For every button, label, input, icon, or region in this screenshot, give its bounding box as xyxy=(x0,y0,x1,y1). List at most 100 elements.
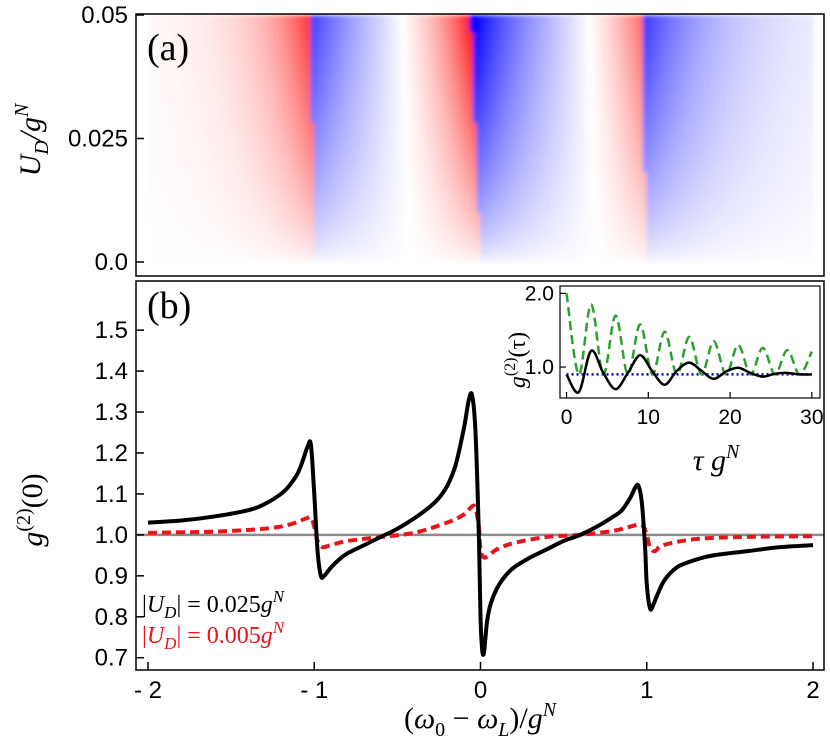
heatmap-cell xyxy=(181,31,186,41)
heatmap-cell xyxy=(713,89,718,98)
heatmap-cell xyxy=(705,179,711,189)
heatmap-cell xyxy=(329,196,334,205)
heatmap-cell xyxy=(809,171,814,181)
heatmap-cell xyxy=(617,171,622,181)
heatmap-cell xyxy=(332,56,338,65)
heatmap-cell xyxy=(502,80,507,90)
heatmap-cell xyxy=(425,196,430,205)
heatmap-cell xyxy=(229,64,234,74)
heatmap-cell xyxy=(628,212,633,222)
heatmap-cell xyxy=(657,80,663,90)
heatmap-cell xyxy=(439,138,445,148)
heatmap-cell xyxy=(184,130,190,140)
heatmap-cell xyxy=(595,187,600,197)
heatmap-cell xyxy=(654,105,659,115)
heatmap-cell xyxy=(498,39,504,49)
heatmap-cell xyxy=(809,97,814,107)
heatmap-cell xyxy=(358,56,363,65)
heatmap-cell xyxy=(805,154,810,164)
heatmap-cell xyxy=(354,97,360,107)
heatmap-cell xyxy=(358,253,363,263)
heatmap-cell xyxy=(668,113,674,123)
heatmap-cell xyxy=(779,212,785,222)
heatmap-cell xyxy=(443,122,448,131)
heatmap-cell xyxy=(565,220,570,230)
heatmap-cell xyxy=(547,113,552,123)
heatmap-cell xyxy=(691,47,696,57)
heatmap-cell xyxy=(739,253,744,263)
heatmap-cell xyxy=(798,56,803,65)
heatmap-cell xyxy=(731,204,737,214)
heatmap-cell xyxy=(314,64,319,74)
heatmap-cell xyxy=(687,253,692,263)
heatmap-cell xyxy=(650,89,655,98)
heatmap-cell xyxy=(414,163,419,173)
heatmap-cell xyxy=(517,89,522,98)
heatmap-cell xyxy=(694,80,700,90)
heatmap-cell xyxy=(458,146,463,156)
heatmap-cell xyxy=(805,163,810,173)
heatmap-cell xyxy=(269,138,275,148)
heatmap-cell xyxy=(203,253,208,263)
heatmap-cell xyxy=(801,97,807,107)
heatmap-cell xyxy=(683,105,688,115)
heatmap-cell xyxy=(273,130,278,140)
heatmap-cell xyxy=(683,245,688,255)
heatmap-cell xyxy=(473,130,478,140)
heatmap-cell xyxy=(539,253,544,263)
heatmap-cell xyxy=(731,39,737,49)
heatmap-cell xyxy=(196,212,201,222)
heatmap-cell xyxy=(661,105,666,115)
heatmap-cell xyxy=(402,245,408,255)
heatmap-cell xyxy=(694,39,700,49)
heatmap-cell xyxy=(498,163,504,173)
heatmap-cell xyxy=(332,212,338,222)
heatmap-cell xyxy=(591,105,596,115)
heatmap-cell xyxy=(436,72,441,82)
heatmap-cell xyxy=(166,64,171,74)
heatmap-cell xyxy=(244,31,249,41)
heatmap-cell xyxy=(617,253,622,263)
heatmap-cell xyxy=(443,64,448,74)
heatmap-cell xyxy=(221,163,227,173)
heatmap-cell xyxy=(255,204,260,214)
heatmap-cell xyxy=(761,187,766,197)
heatmap-cell xyxy=(399,245,404,255)
heatmap-cell xyxy=(491,220,496,230)
heatmap-cell xyxy=(746,245,751,255)
heatmap-cell xyxy=(184,237,190,247)
heatmap-cell xyxy=(535,146,541,156)
heatmap-cell xyxy=(591,146,596,156)
heatmap-cell xyxy=(203,122,208,131)
heatmap-cell xyxy=(229,212,234,222)
heatmap-cell xyxy=(450,196,456,205)
heatmap-cell xyxy=(184,39,190,49)
heatmap-cell xyxy=(602,97,607,107)
heatmap-cell xyxy=(306,204,312,214)
heatmap-cell xyxy=(764,245,770,255)
heatmap-cell xyxy=(151,47,156,57)
heatmap-cell xyxy=(221,39,227,49)
heatmap-cell xyxy=(739,97,744,107)
heatmap-cell xyxy=(354,146,360,156)
heatmap-cell xyxy=(750,113,755,123)
heatmap-cell xyxy=(521,179,526,189)
heatmap-cell xyxy=(735,130,740,140)
heatmap-cell xyxy=(432,187,437,197)
heatmap-cell xyxy=(236,47,241,57)
heatmap-cell xyxy=(432,72,437,82)
heatmap-cell xyxy=(255,105,260,115)
heatmap-cell xyxy=(776,122,781,131)
heatmap-cell xyxy=(476,138,482,148)
heatmap-cell xyxy=(676,171,681,181)
heatmap-cell xyxy=(646,163,652,173)
heatmap-cell xyxy=(303,47,308,57)
heatmap-cell xyxy=(609,171,615,181)
heatmap-cell xyxy=(162,130,168,140)
heatmap-cell xyxy=(661,237,666,247)
heatmap-cell xyxy=(314,179,319,189)
heatmap-cell xyxy=(620,138,626,148)
heatmap-cell xyxy=(255,113,260,123)
heatmap-cell xyxy=(173,80,179,90)
heatmap-cell xyxy=(561,163,567,173)
